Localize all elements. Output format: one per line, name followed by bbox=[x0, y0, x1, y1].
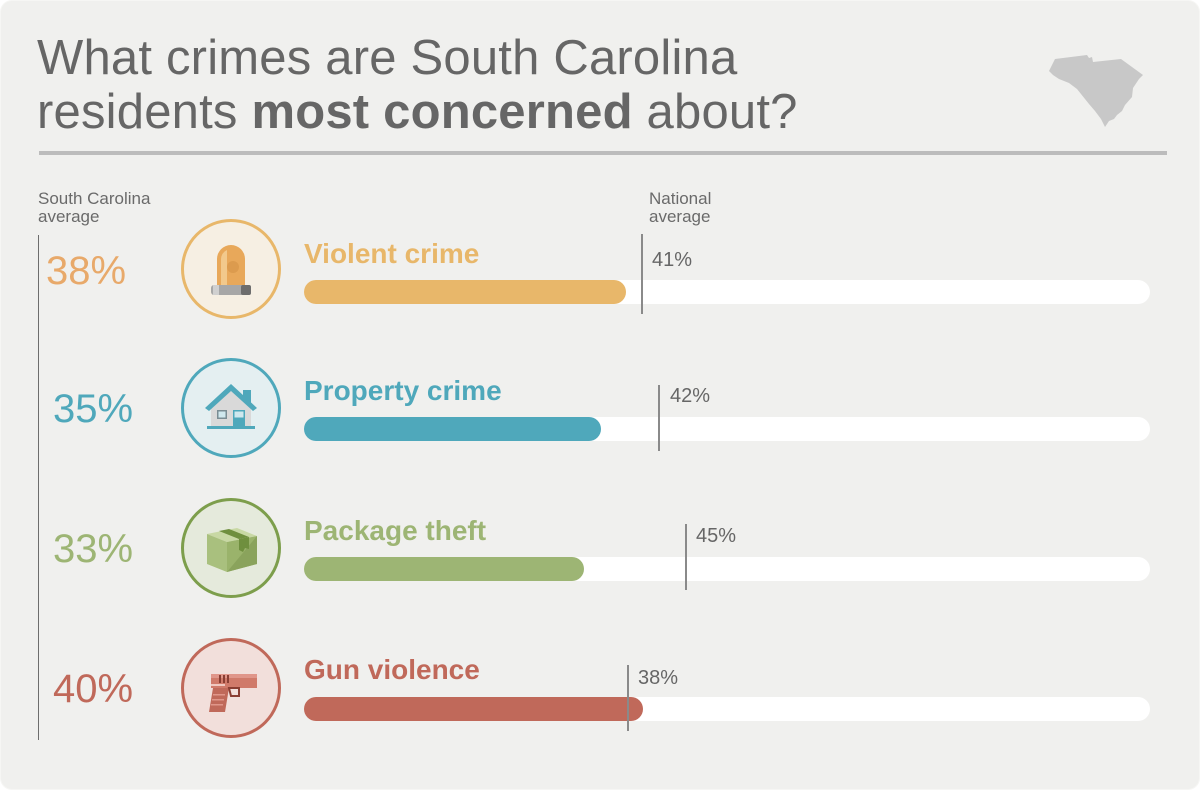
national-marker bbox=[627, 665, 629, 731]
sc-value: 35% bbox=[53, 387, 134, 431]
sc-bar-fill bbox=[304, 557, 584, 581]
sc-bar-fill bbox=[304, 697, 643, 721]
bar-track bbox=[304, 280, 1150, 304]
south-carolina-map-icon bbox=[1049, 55, 1143, 127]
siren-icon bbox=[211, 245, 251, 295]
national-marker bbox=[641, 234, 643, 314]
row-violent-crime: 38% Violent crime 41% bbox=[1, 1, 1200, 319]
title-emphasis: most concerned bbox=[251, 85, 633, 139]
crime-label: Gun violence bbox=[304, 654, 480, 685]
national-value: 45% bbox=[696, 525, 737, 547]
sc-axis-line bbox=[38, 235, 39, 740]
sc-value: 38% bbox=[46, 249, 127, 293]
sc-average-header: South Carolina average bbox=[38, 189, 151, 226]
row-gun-violence: 40% Gun violence 38% bbox=[1, 1, 1200, 738]
sc-bar-fill bbox=[304, 280, 626, 304]
national-value: 38% bbox=[638, 667, 679, 689]
national-value: 42% bbox=[670, 385, 711, 407]
national-value: 41% bbox=[652, 249, 693, 271]
sc-bar-fill bbox=[304, 417, 601, 441]
icon-circle bbox=[181, 219, 281, 319]
sc-value: 40% bbox=[53, 667, 134, 711]
bar-track bbox=[304, 557, 1150, 581]
house-icon bbox=[205, 384, 257, 429]
crime-label: Property crime bbox=[304, 375, 502, 406]
crime-label: Violent crime bbox=[304, 238, 480, 269]
national-marker bbox=[685, 524, 687, 590]
title-line-1: What crimes are South Carolina bbox=[37, 31, 738, 85]
row-property-crime: 35% Property crime 42% bbox=[1, 1, 1200, 458]
icon-circle bbox=[181, 358, 281, 458]
title-line-2-prefix: residents bbox=[37, 85, 252, 139]
title-line-2-suffix: about? bbox=[632, 85, 798, 139]
page-title: What crimes are South Carolina residents… bbox=[37, 31, 798, 139]
icon-circle bbox=[181, 638, 281, 738]
bar-track bbox=[304, 417, 1150, 441]
sc-value: 33% bbox=[53, 527, 134, 571]
handgun-icon bbox=[209, 674, 257, 712]
crime-label: Package theft bbox=[304, 515, 487, 546]
bar-track bbox=[304, 697, 1150, 721]
row-package-theft: 33% Package theft 45% bbox=[1, 1, 1200, 598]
national-average-header: National average bbox=[649, 189, 712, 226]
icon-circle bbox=[181, 498, 281, 598]
package-icon bbox=[207, 528, 257, 572]
title-divider bbox=[39, 151, 1167, 155]
national-marker bbox=[658, 385, 660, 451]
